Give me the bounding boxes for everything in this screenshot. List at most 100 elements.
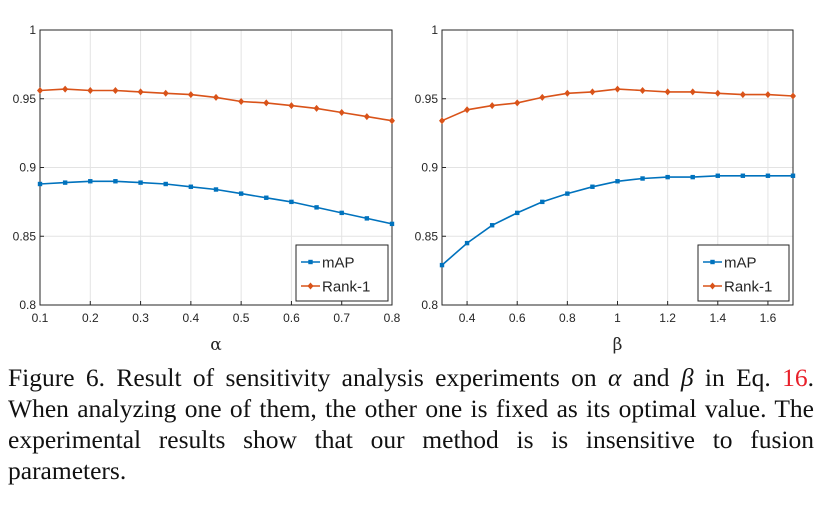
data-point-map bbox=[665, 174, 670, 180]
legend-marker-map bbox=[710, 259, 715, 265]
data-point-map bbox=[439, 262, 445, 268]
data-point-map bbox=[339, 210, 344, 216]
caption-label: Figure 6. bbox=[8, 363, 106, 392]
legend-label-rank-1: Rank-1 bbox=[724, 279, 772, 296]
data-point-map bbox=[489, 223, 495, 228]
figure-caption: Figure 6. Result of sensitivity analysis… bbox=[8, 362, 814, 486]
data-point-map bbox=[740, 173, 746, 178]
data-point-map bbox=[389, 221, 395, 227]
data-point-rank-1 bbox=[589, 88, 596, 96]
data-point-map bbox=[188, 184, 194, 189]
series-line-rank-1 bbox=[39, 88, 393, 122]
caption-text-1: Result of sensitivity analysis experimen… bbox=[105, 363, 608, 392]
x-tick-label: 0.8 bbox=[559, 311, 576, 325]
x-tick-label: 0.5 bbox=[233, 311, 250, 325]
caption-beta: β bbox=[680, 363, 694, 392]
data-point-map bbox=[790, 173, 796, 178]
data-point-rank-1 bbox=[62, 85, 69, 93]
y-tick-label: 0.9 bbox=[19, 161, 36, 175]
data-point-rank-1 bbox=[564, 89, 571, 97]
y-tick-label: 0.9 bbox=[421, 161, 438, 175]
data-point-rank-1 bbox=[213, 93, 219, 101]
x-tick-label: 0.8 bbox=[384, 311, 401, 325]
data-point-map bbox=[715, 173, 720, 178]
x-tick-label: 0.6 bbox=[283, 311, 300, 325]
y-tick-label: 1 bbox=[431, 23, 438, 37]
data-point-rank-1 bbox=[87, 87, 94, 94]
data-point-map bbox=[163, 181, 168, 187]
legend-label-rank-1: Rank-1 bbox=[322, 279, 370, 296]
y-tick-label: 1 bbox=[29, 23, 36, 37]
data-point-map bbox=[565, 191, 570, 196]
x-tick-label: 0.4 bbox=[459, 311, 476, 325]
data-point-map bbox=[364, 216, 370, 221]
data-point-rank-1 bbox=[764, 91, 771, 99]
data-point-rank-1 bbox=[664, 88, 671, 96]
data-point-rank-1 bbox=[614, 85, 621, 93]
x-tick-label: 0.1 bbox=[32, 311, 49, 325]
data-point-rank-1 bbox=[238, 98, 245, 105]
data-point-rank-1 bbox=[363, 113, 370, 121]
x-tick-label: 0.6 bbox=[509, 311, 526, 325]
x-tick-label: 0.4 bbox=[183, 311, 200, 325]
x-tick-label: 1.2 bbox=[659, 311, 676, 325]
data-point-rank-1 bbox=[790, 92, 796, 100]
data-point-rank-1 bbox=[112, 87, 119, 94]
legend-label-map: mAP bbox=[322, 255, 355, 272]
data-point-map bbox=[615, 179, 620, 184]
data-point-map bbox=[540, 199, 545, 205]
data-point-map bbox=[640, 176, 645, 181]
x-tick-label: 1 bbox=[614, 311, 621, 325]
chart-alpha: 0.8 0.85 0.9 0.95 1 0.1 0.2 0.3 0.4 0.5 0.6 0.7 0.8 α… bbox=[13, 23, 401, 355]
legend-label-map: mAP bbox=[724, 255, 757, 272]
data-point-map bbox=[138, 180, 143, 185]
data-point-rank-1 bbox=[714, 89, 721, 97]
x-axis-label: α bbox=[210, 335, 222, 355]
y-tick-label: 0.85 bbox=[13, 229, 37, 243]
y-tick-label: 0.95 bbox=[13, 92, 37, 106]
legend-box bbox=[295, 244, 389, 302]
data-point-rank-1 bbox=[338, 109, 345, 116]
x-axis-label: β bbox=[613, 335, 623, 355]
data-point-map bbox=[213, 187, 219, 192]
caption-and: and bbox=[621, 363, 681, 392]
caption-text-2: in Eq. bbox=[693, 363, 783, 392]
equation-reference-link[interactable]: 16 bbox=[782, 363, 808, 392]
x-tick-label: 0.2 bbox=[82, 311, 99, 325]
legend-marker-rank-1 bbox=[307, 282, 314, 290]
figure: 0.8 0.85 0.9 0.95 1 0.1 0.2 0.3 0.4 0.5 0.6 0.7 0.8 α… bbox=[13, 23, 796, 355]
data-point-map bbox=[238, 191, 244, 196]
data-point-map bbox=[264, 195, 269, 200]
data-point-map bbox=[314, 205, 319, 210]
data-point-rank-1 bbox=[162, 89, 169, 97]
caption-alpha: α bbox=[607, 363, 622, 392]
data-point-map bbox=[289, 199, 294, 205]
y-tick-label: 0.85 bbox=[415, 229, 439, 243]
data-point-map bbox=[88, 179, 93, 184]
data-point-map bbox=[464, 240, 470, 246]
data-point-rank-1 bbox=[489, 102, 496, 110]
x-tick-label: 0.3 bbox=[132, 311, 149, 325]
legend-box bbox=[697, 244, 790, 302]
data-point-rank-1 bbox=[739, 91, 746, 99]
legend: mAP Rank-1 bbox=[295, 244, 389, 302]
data-point-map bbox=[515, 210, 520, 216]
y-tick-label: 0.8 bbox=[421, 298, 438, 312]
data-point-rank-1 bbox=[389, 117, 395, 125]
x-tick-label: 1.6 bbox=[760, 311, 777, 325]
data-point-rank-1 bbox=[137, 88, 144, 96]
data-point-rank-1 bbox=[464, 106, 471, 114]
data-point-map bbox=[690, 174, 695, 180]
caption-text-3: . When analyzing one of them, the other … bbox=[8, 363, 814, 485]
data-point-rank-1 bbox=[187, 91, 194, 99]
data-point-rank-1 bbox=[539, 93, 546, 101]
data-point-rank-1 bbox=[288, 102, 295, 110]
data-point-map bbox=[765, 173, 771, 178]
data-point-rank-1 bbox=[514, 99, 521, 107]
y-tick-label: 0.95 bbox=[415, 92, 439, 106]
data-point-rank-1 bbox=[37, 87, 43, 94]
data-point-rank-1 bbox=[639, 87, 646, 94]
data-point-rank-1 bbox=[263, 99, 270, 107]
data-point-rank-1 bbox=[313, 104, 320, 112]
data-point-map bbox=[113, 179, 118, 184]
